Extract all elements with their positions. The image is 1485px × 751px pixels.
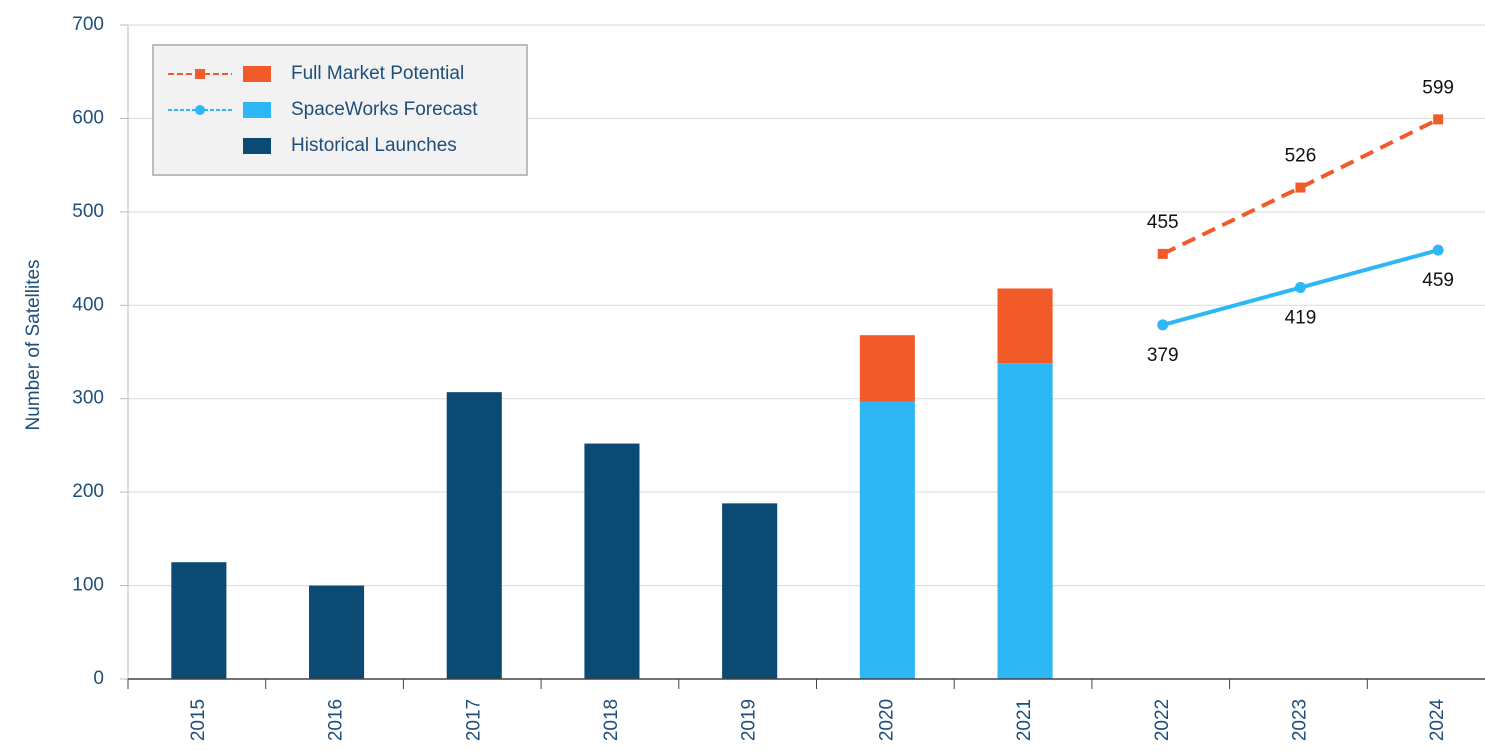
legend-box — [152, 44, 528, 176]
value-label: 455 — [1147, 212, 1179, 233]
y-tick-label: 0 — [93, 668, 104, 689]
bar — [584, 443, 640, 679]
x-tick-label: 2018 — [601, 699, 622, 741]
marker — [1157, 319, 1169, 331]
x-tick-label: 2021 — [1014, 699, 1035, 741]
marker — [1157, 248, 1168, 259]
bar — [171, 562, 227, 679]
legend-label: Full Market Potential — [291, 63, 464, 84]
x-tick-label: 2020 — [876, 699, 897, 741]
y-tick-label: 300 — [72, 388, 104, 409]
legend-swatch — [243, 102, 271, 118]
x-tick-label: 2015 — [188, 699, 209, 741]
value-label: 599 — [1422, 77, 1454, 98]
legend-label: SpaceWorks Forecast — [291, 99, 478, 120]
x-tick-label: 2016 — [326, 699, 347, 741]
legend-marker — [195, 69, 205, 79]
bar — [446, 392, 502, 679]
x-tick-label: 2017 — [463, 699, 484, 741]
marker — [1432, 244, 1444, 256]
x-tick-label: 2023 — [1289, 699, 1310, 741]
x-tick-label: 2024 — [1427, 698, 1448, 741]
bar — [722, 503, 778, 679]
bar — [997, 363, 1053, 679]
y-tick-label: 200 — [72, 481, 104, 502]
y-tick-label: 100 — [72, 575, 104, 596]
x-tick-label: 2019 — [739, 699, 760, 741]
legend-swatch — [243, 138, 271, 154]
legend-label: Historical Launches — [291, 135, 457, 156]
y-tick-label: 600 — [72, 107, 104, 128]
marker — [1295, 182, 1306, 193]
value-label: 526 — [1285, 146, 1317, 167]
y-tick-label: 500 — [72, 201, 104, 222]
legend-swatch — [243, 66, 271, 82]
line — [1161, 117, 1440, 256]
bar — [997, 288, 1053, 364]
value-label: 459 — [1422, 270, 1454, 291]
bar — [309, 585, 365, 679]
x-tick-label: 2022 — [1152, 699, 1173, 741]
value-label: 419 — [1285, 308, 1317, 329]
bar — [859, 401, 915, 679]
value-label: 379 — [1147, 345, 1179, 366]
marker — [1294, 282, 1306, 294]
bar — [859, 335, 915, 402]
marker — [1433, 114, 1444, 125]
y-tick-label: 700 — [72, 14, 104, 35]
legend-marker — [195, 105, 205, 115]
y-axis-label: Number of Satellites — [23, 259, 44, 430]
y-tick-label: 400 — [72, 294, 104, 315]
